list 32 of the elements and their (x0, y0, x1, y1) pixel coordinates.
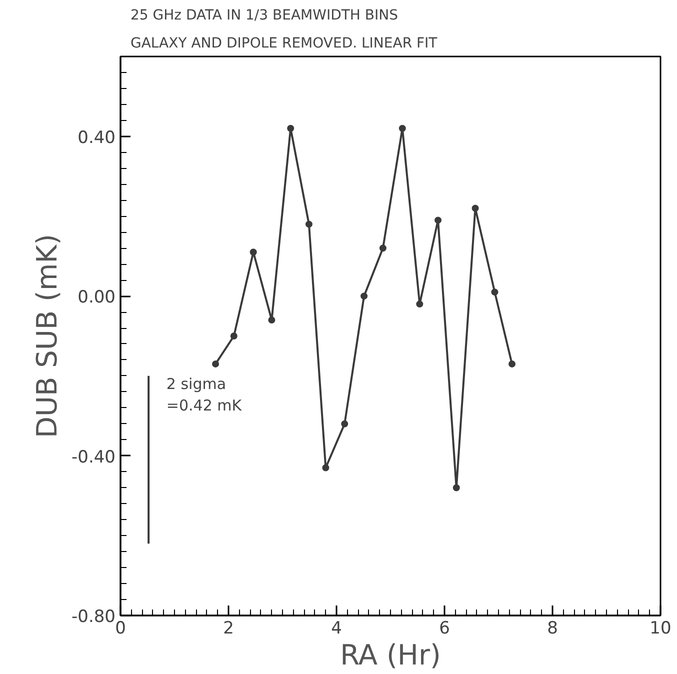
point (212, 360, 220, 368)
x-tick-label: 0 (115, 618, 126, 638)
x-tick-label: 6 (439, 618, 450, 638)
x-tick-label: 8 (547, 618, 558, 638)
point (434, 216, 442, 224)
point (268, 316, 276, 324)
y-tick-label: 0.40 (78, 128, 116, 148)
x-tick-label: 4 (331, 618, 342, 638)
y-tick-label: 0.00 (78, 288, 116, 308)
x-axis-title: RA (Hr) (340, 638, 441, 672)
chart-title: 25 GHz DATA IN 1/3 BEAMWIDTH BINS (130, 8, 398, 24)
point (508, 360, 516, 368)
point (452, 484, 460, 492)
point (230, 332, 238, 340)
y-tick-label: -0.80 (72, 607, 116, 627)
point (416, 300, 424, 308)
point (250, 248, 257, 256)
point (322, 464, 330, 472)
x-tick-label: 2 (223, 618, 234, 638)
point (491, 288, 498, 296)
point (305, 220, 312, 228)
x-tick-label: 10 (650, 618, 672, 638)
y-tick-label: -0.40 (72, 447, 116, 468)
point (379, 244, 386, 252)
annotation: 2 sigma =0.42 mK (166, 375, 243, 415)
point (341, 420, 348, 428)
point (472, 204, 479, 212)
point (287, 124, 294, 132)
point (360, 292, 368, 300)
y-axis-title: DUB SUB (mK) (30, 234, 64, 438)
point (398, 124, 406, 132)
chart-subtitle: GALAXY AND DIPOLE REMOVED. LINEAR FIT (130, 36, 438, 52)
